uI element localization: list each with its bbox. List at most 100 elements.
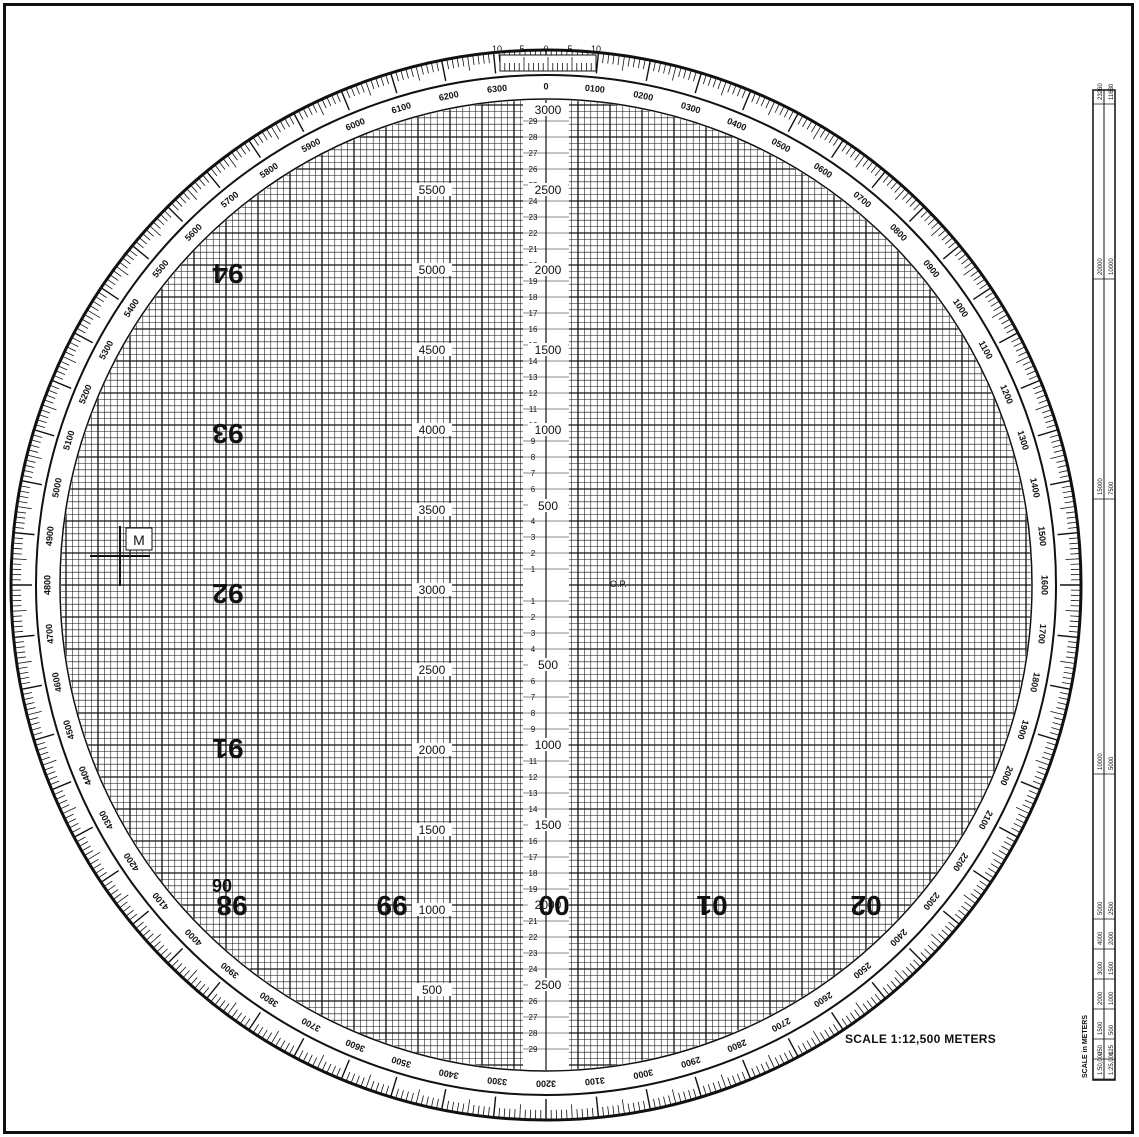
azimuth-tick	[870, 997, 877, 1005]
azimuth-tick	[1066, 516, 1076, 519]
azimuth-label: 4600	[50, 671, 64, 693]
azimuth-tick	[806, 121, 812, 130]
center-small-label: 8	[531, 453, 536, 462]
azimuth-tick	[841, 143, 848, 152]
azimuth-tick	[627, 57, 630, 67]
azimuth-label: 1200	[998, 383, 1015, 405]
azimuth-tick	[802, 1042, 808, 1052]
left-range-label: 4500	[419, 343, 446, 357]
azimuth-tick	[797, 1045, 803, 1054]
azimuth-tick	[998, 314, 1007, 320]
azimuth-tick	[375, 1082, 380, 1092]
azimuth-tick	[65, 813, 74, 819]
center-small-label: 23	[529, 949, 538, 958]
marker-m: M	[90, 526, 153, 586]
azimuth-label: 6300	[487, 83, 508, 95]
azimuth-tick	[1051, 439, 1061, 443]
azimuth-tick	[998, 332, 1018, 344]
azimuth-tick	[46, 771, 56, 776]
azimuth-tick	[931, 933, 942, 944]
center-small-label: 3	[531, 629, 536, 638]
center-small-label: 13	[529, 373, 538, 382]
azimuth-label: 1500	[1036, 526, 1048, 547]
azimuth-tick	[702, 75, 707, 85]
azimuth-tick	[942, 245, 960, 260]
azimuth-tick	[586, 1108, 589, 1118]
azimuth-tick	[1003, 323, 1013, 329]
azimuth-label: 1800	[1028, 671, 1042, 693]
azimuth-tick	[96, 867, 105, 874]
azimuth-tick	[271, 1030, 280, 1044]
azimuth-tick	[29, 449, 39, 453]
azimuth-tick	[12, 553, 22, 555]
azimuth-tick	[1006, 328, 1015, 334]
azimuth-tick	[819, 129, 826, 138]
azimuth-tick	[828, 135, 835, 144]
azimuth-tick	[751, 93, 756, 103]
azimuth-tick	[355, 85, 360, 95]
azimuth-tick	[415, 66, 421, 81]
azimuth-tick	[905, 196, 913, 204]
azimuth-tick	[845, 146, 852, 155]
azimuth-tick	[802, 118, 808, 128]
azimuth-tick	[1057, 634, 1078, 639]
azimuth-tick	[143, 233, 151, 241]
azimuth-tick	[472, 1104, 475, 1115]
center-label-bg	[528, 658, 568, 671]
azimuth-tick	[787, 113, 799, 133]
center-small-label: 19	[529, 885, 538, 894]
azimuth-tick	[1015, 356, 1029, 364]
center-small-label: 16	[529, 837, 538, 846]
azimuth-tick	[194, 980, 202, 988]
azimuth-tick	[420, 1095, 424, 1105]
scale-bar-label: 20000	[1098, 258, 1104, 275]
azimuth-tick	[395, 72, 399, 82]
azimuth-tick	[77, 328, 86, 334]
azimuth-tick	[400, 70, 404, 80]
azimuth-tick	[41, 409, 51, 414]
azimuth-tick	[336, 93, 341, 103]
azimuth-tick	[123, 905, 131, 912]
center-small-label: 27	[529, 149, 538, 158]
azimuth-label: 3800	[258, 990, 280, 1009]
azimuth-tick	[1053, 449, 1063, 453]
azimuth-tick	[855, 1002, 865, 1015]
azimuth-tick	[1038, 766, 1048, 771]
azimuth-tick	[998, 826, 1018, 838]
azimuth-tick	[206, 981, 221, 999]
azimuth-label: 0300	[680, 100, 702, 115]
azimuth-label: 2600	[812, 990, 834, 1009]
azimuth-tick	[913, 203, 921, 211]
azimuth-tick	[139, 237, 148, 245]
azimuth-label: 4200	[122, 851, 141, 873]
azimuth-tick	[973, 889, 982, 895]
azimuth-tick	[284, 1042, 290, 1052]
center-small-label: 2	[531, 613, 536, 622]
azimuth-tick	[227, 1002, 237, 1015]
azimuth-tick	[420, 65, 424, 75]
azimuth-tick	[482, 1106, 485, 1116]
azimuth-tick	[1013, 342, 1022, 348]
azimuth-tick	[48, 390, 58, 395]
azimuth-tick	[1064, 666, 1074, 669]
azimuth-tick	[1015, 806, 1029, 814]
azimuth-label: 5200	[77, 383, 94, 405]
center-small-label: 6	[531, 677, 536, 686]
azimuth-tick	[16, 516, 26, 519]
azimuth-tick	[751, 1067, 756, 1077]
center-label-bg	[528, 898, 568, 911]
azimuth-tick	[157, 944, 165, 952]
azimuth-tick	[954, 249, 963, 257]
azimuth-tick	[694, 73, 702, 94]
azimuth-tick	[14, 634, 35, 639]
azimuth-tick	[375, 78, 380, 88]
azimuth-tick	[72, 337, 81, 343]
azimuth-label: 4800	[42, 575, 52, 595]
azimuth-tick	[514, 1109, 516, 1119]
left-range-label: 2000	[419, 743, 446, 757]
azimuth-tick	[322, 99, 327, 109]
azimuth-tick	[492, 1096, 497, 1117]
azimuth-tick	[385, 75, 390, 85]
azimuth-tick	[783, 109, 789, 118]
azimuth-tick	[46, 394, 56, 399]
